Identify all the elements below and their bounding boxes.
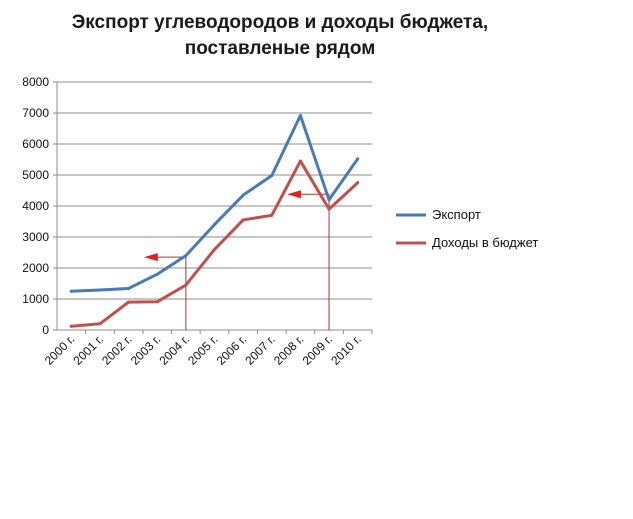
- y-tick-label: 8000: [22, 75, 49, 89]
- series-line-0: [69, 113, 360, 293]
- x-tick-label: 2005 г.: [185, 332, 221, 368]
- x-tick-label: 2003 г.: [128, 332, 164, 368]
- legend-label: Доходы в бюджет: [432, 235, 538, 250]
- data-point: [213, 247, 216, 251]
- y-tick-label: 1000: [22, 292, 49, 306]
- y-tick-label: 2000: [22, 261, 49, 275]
- data-point: [184, 254, 188, 258]
- x-tick-label: 2007 г.: [242, 332, 278, 368]
- y-tick-label: 7000: [22, 106, 49, 120]
- data-point: [127, 300, 131, 304]
- x-tick-label: 2001 г.: [71, 332, 107, 368]
- gridlines: [57, 81, 372, 300]
- data-point: [127, 286, 131, 290]
- x-tick-label: 2010 г.: [328, 332, 364, 368]
- data-point: [98, 288, 102, 292]
- y-tick-label: 5000: [22, 168, 49, 182]
- chart-title-line-2: поставленые рядом: [184, 38, 376, 59]
- annotations: [143, 190, 330, 330]
- annotation-arrow-icon: [143, 253, 158, 262]
- x-tick-label: 2002 г.: [99, 332, 135, 368]
- x-tick-label: 2000 г.: [42, 332, 78, 368]
- data-point: [69, 324, 73, 328]
- chart-title: Экспорт углеводородов и доходы бюджета, …: [40, 10, 520, 62]
- series-lines: [69, 113, 360, 328]
- data-point: [155, 272, 159, 276]
- data-point: [213, 223, 216, 227]
- data-point: [298, 113, 302, 117]
- y-axis-ticks: 0 1000 2000 3000 4000 5000 6000 7000 8000: [22, 75, 57, 337]
- data-point: [69, 289, 73, 293]
- data-point: [270, 174, 274, 178]
- data-point: [241, 218, 245, 222]
- data-point: [98, 322, 102, 326]
- series-line-1: [69, 159, 360, 328]
- data-point: [298, 159, 302, 163]
- x-tick-label: 2008 г.: [271, 332, 307, 368]
- legend: Экспорт Доходы в бюджет: [396, 207, 538, 250]
- data-point: [184, 283, 188, 287]
- x-axis-ticks: 2000 г.2001 г.2002 г.2003 г.2004 г.2005 …: [42, 330, 373, 368]
- annotation-arrow-icon: [287, 190, 302, 199]
- legend-label: Экспорт: [432, 207, 481, 222]
- data-point: [327, 198, 331, 202]
- y-tick-label: 3000: [22, 230, 49, 244]
- x-tick-label: 2004 г.: [156, 332, 192, 368]
- x-tick-label: 2006 г.: [214, 332, 250, 368]
- y-tick-label: 0: [42, 323, 49, 337]
- x-tick-label: 2009 г.: [300, 332, 336, 368]
- data-point: [327, 207, 331, 211]
- chart-title-line-1: Экспорт углеводородов и доходы бюджета,: [71, 12, 489, 33]
- data-point: [155, 300, 159, 304]
- y-tick-label: 6000: [22, 137, 49, 151]
- data-point: [270, 213, 274, 217]
- data-point: [356, 181, 360, 185]
- data-point: [356, 157, 360, 161]
- y-tick-label: 4000: [22, 199, 49, 213]
- data-point: [241, 193, 245, 197]
